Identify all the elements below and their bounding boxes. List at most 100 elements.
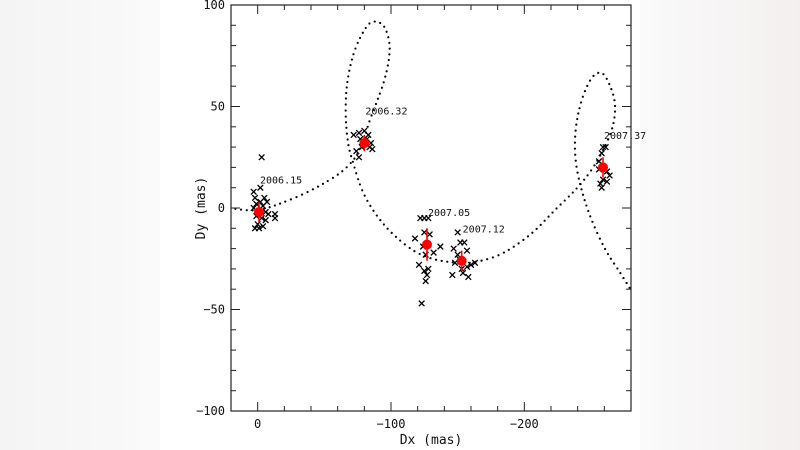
orbit-dot bbox=[581, 193, 585, 196]
orbit-dot bbox=[368, 22, 371, 25]
orbit-dot bbox=[574, 153, 577, 156]
orbit-dot bbox=[387, 36, 390, 39]
measurement-cross bbox=[423, 271, 431, 279]
orbit-dot bbox=[388, 53, 391, 56]
orbit-dot bbox=[606, 252, 610, 256]
orbit-dot bbox=[587, 209, 590, 213]
measurement-cross bbox=[418, 300, 425, 307]
orbit-dot bbox=[580, 188, 583, 191]
orbit-dot bbox=[574, 129, 577, 132]
orbit-dot bbox=[348, 149, 351, 152]
orbit-dot bbox=[497, 254, 500, 257]
orbit-dot bbox=[605, 77, 608, 80]
orbit-dot bbox=[356, 41, 359, 45]
blurred-background-right bbox=[640, 0, 800, 450]
orbit-dot bbox=[596, 231, 599, 235]
orbit-dot bbox=[344, 103, 347, 106]
orbit-dot bbox=[353, 157, 356, 160]
measurement-cross bbox=[251, 194, 259, 202]
orbit-dot bbox=[583, 178, 586, 181]
orbit-dot bbox=[374, 102, 378, 106]
orbit-dot bbox=[539, 223, 542, 226]
orbit-dot bbox=[347, 144, 350, 147]
orbit-dot bbox=[373, 20, 376, 23]
measurement-cross bbox=[259, 223, 267, 230]
orbit-dot bbox=[364, 26, 367, 30]
measurement-cross bbox=[463, 263, 471, 271]
orbit-dot bbox=[535, 227, 538, 230]
y-tick-label: −100 bbox=[196, 404, 225, 418]
orbit-dot bbox=[577, 177, 580, 180]
epoch-label: 2006.15 bbox=[260, 176, 302, 187]
orbit-dot bbox=[316, 185, 320, 188]
orbit-dot bbox=[551, 211, 554, 214]
measurement-cross bbox=[425, 214, 432, 222]
orbit-dot bbox=[613, 116, 616, 119]
measurement-cross bbox=[258, 153, 265, 161]
orbit-dot bbox=[344, 97, 348, 100]
orbit-dot bbox=[345, 132, 349, 135]
orbit-dot bbox=[612, 93, 615, 96]
measurement-cross bbox=[437, 243, 444, 250]
orbit-dot bbox=[613, 99, 616, 102]
orbit-dot bbox=[370, 114, 373, 117]
orbit-dot bbox=[522, 238, 525, 242]
orbit-dot bbox=[491, 256, 494, 259]
orbit-dot bbox=[613, 110, 617, 113]
orbit-dot bbox=[607, 138, 610, 141]
measurement-cross bbox=[415, 261, 423, 269]
measurement-cross bbox=[598, 184, 605, 191]
orbit-dot bbox=[350, 155, 353, 158]
measurement-cross bbox=[449, 271, 456, 279]
orbit-dot bbox=[610, 88, 613, 91]
orbit-dot bbox=[480, 259, 483, 262]
orbit-dot bbox=[355, 172, 358, 175]
orbit-dot bbox=[349, 64, 352, 67]
orbit-dot bbox=[385, 70, 388, 73]
axes: 0 −100 −200 100 50 0 −50 −100 bbox=[196, 0, 632, 431]
orbit-dot bbox=[589, 215, 592, 218]
blurred-background-left bbox=[0, 0, 160, 450]
orbit-dot bbox=[390, 231, 393, 234]
measurement-cross bbox=[253, 200, 260, 208]
orbit-dot bbox=[581, 95, 584, 98]
y-tick-label: 100 bbox=[203, 0, 225, 12]
orbit-dot bbox=[379, 21, 382, 25]
orbit-dot bbox=[366, 125, 369, 128]
orbit-dot bbox=[586, 84, 589, 87]
measurement-cross bbox=[265, 210, 272, 218]
measurement-cross bbox=[353, 147, 360, 155]
orbit-dot bbox=[346, 138, 349, 141]
orbit-dot bbox=[346, 80, 349, 84]
orbit-dot bbox=[278, 202, 282, 205]
orbit-dot bbox=[331, 176, 335, 179]
measurement-cross bbox=[598, 149, 605, 157]
orbit-dot bbox=[608, 82, 611, 86]
orbit-dot bbox=[602, 73, 605, 76]
measurement-cross bbox=[425, 265, 432, 273]
y-tick-label: −50 bbox=[203, 303, 225, 317]
orbit-dot bbox=[239, 208, 243, 211]
orbit-dot bbox=[345, 126, 348, 129]
orbit-dot bbox=[245, 209, 248, 212]
measurement-cross bbox=[355, 153, 363, 161]
orbit-dot bbox=[289, 198, 293, 201]
orbit-dot bbox=[383, 25, 386, 28]
orbit-dot bbox=[306, 190, 309, 194]
measurement-cross bbox=[254, 220, 261, 228]
orbit-dot bbox=[574, 135, 577, 138]
measurement-cross bbox=[426, 231, 433, 238]
measurement-cross bbox=[430, 249, 437, 256]
x-tick-label: 0 bbox=[254, 417, 261, 431]
orbit-dot bbox=[609, 257, 612, 260]
measurement-cross bbox=[463, 247, 471, 254]
orbit-dot bbox=[612, 262, 616, 265]
measurement-cross bbox=[369, 145, 376, 153]
orbit-dot bbox=[418, 252, 421, 256]
orbit-dot bbox=[559, 203, 562, 206]
measurement-cross bbox=[411, 235, 419, 242]
orbit-dot bbox=[361, 189, 364, 192]
orbit-dot bbox=[579, 182, 582, 186]
orbit-dot bbox=[369, 204, 372, 207]
